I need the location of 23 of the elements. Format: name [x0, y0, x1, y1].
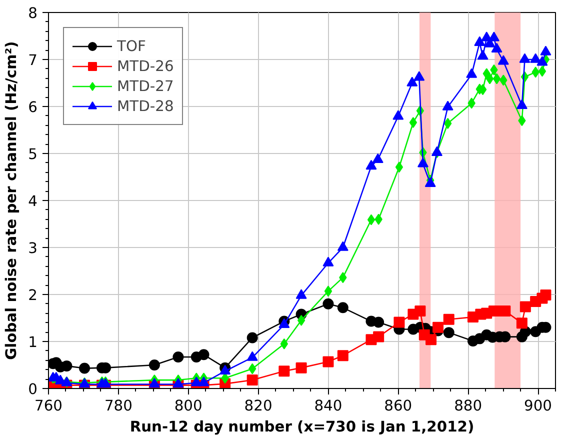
y-tick-label: 0 — [28, 381, 38, 398]
legend-label: MTD-27 — [117, 78, 174, 94]
y-tick-label: 3 — [28, 240, 38, 257]
legend-label: MTD-28 — [117, 98, 174, 114]
x-tick-label: 760 — [34, 398, 62, 414]
y-tick-label: 6 — [28, 99, 38, 116]
x-tick-label: 800 — [174, 398, 202, 414]
x-tick-label: 780 — [104, 398, 132, 414]
y-tick-label: 7 — [28, 52, 38, 69]
x-tick-label: 880 — [454, 398, 482, 414]
y-tick-label: 1 — [28, 334, 38, 351]
x-tick-label: 860 — [384, 398, 412, 414]
x-tick-label: 820 — [244, 398, 272, 414]
y-tick-label: 5 — [28, 146, 38, 163]
y-tick-label: 8 — [28, 5, 38, 22]
x-axis-title: Run-12 day number (x=730 is Jan 1,2012) — [130, 418, 474, 436]
y-axis-title: Global noise rate per channel (Hz/cm²) — [3, 41, 20, 360]
x-tick-label: 840 — [314, 398, 342, 414]
y-tick-label: 4 — [28, 193, 38, 210]
x-tick-label: 900 — [524, 398, 552, 414]
legend-label: MTD-26 — [117, 58, 174, 74]
legend-label: TOF — [117, 38, 146, 54]
y-tick-label: 2 — [28, 287, 38, 304]
